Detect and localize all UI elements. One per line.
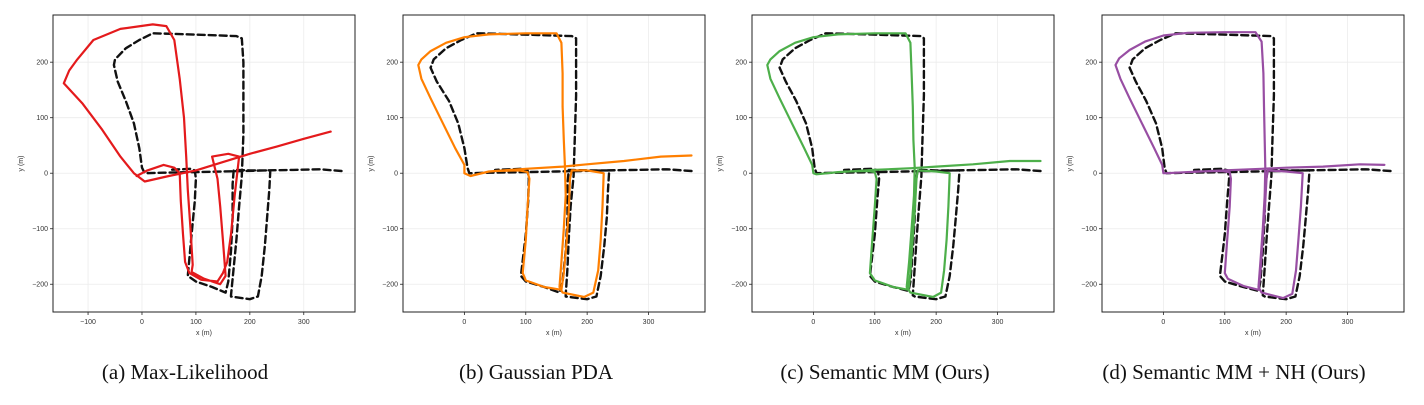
y-tick-label: 200	[735, 60, 747, 67]
x-tick-label: 100	[1219, 319, 1231, 326]
plot-frame	[751, 14, 1055, 313]
y-tick-label: 0	[44, 171, 48, 178]
y-tick-label: −100	[1081, 226, 1097, 233]
y-tick-label: 0	[1093, 171, 1097, 178]
y-tick-label: −200	[382, 282, 398, 289]
y-tick-label: 100	[36, 115, 48, 122]
x-axis-label: x (m)	[895, 330, 911, 337]
ground-truth-trajectory	[429, 32, 693, 301]
y-tick-label: −100	[32, 226, 48, 233]
x-tick-label: 200	[581, 319, 593, 326]
x-tick-label: 100	[190, 319, 202, 326]
trajectory-plot-3: 0 100 200 300 −200 −100 0 100 200 x (m) y (m)	[1067, 14, 1405, 337]
x-tick-label: 300	[992, 319, 1004, 326]
x-tick-label: 0	[462, 319, 466, 326]
ground-truth-trajectory	[1128, 32, 1392, 301]
estimate-trajectory	[766, 32, 1042, 299]
x-tick-label: −100	[80, 319, 96, 326]
x-tick-label: 0	[140, 319, 144, 326]
y-tick-label: −100	[382, 226, 398, 233]
x-tick-label: 300	[1342, 319, 1354, 326]
y-tick-label: 100	[735, 115, 747, 122]
y-tick-label: −200	[731, 282, 747, 289]
caption-gaussian-pda: (b) Gaussian PDA	[459, 360, 613, 384]
x-tick-label: 200	[1280, 319, 1292, 326]
y-tick-label: 200	[1085, 60, 1097, 67]
y-axis-label: y (m)	[18, 156, 25, 172]
x-tick-label: 200	[244, 319, 256, 326]
y-axis-label: y (m)	[1067, 156, 1074, 172]
caption-semantic-mm-nh: (d) Semantic MM + NH (Ours)	[1102, 360, 1366, 384]
trajectory-plot-1: 0 100 200 300 −200 −100 0 100 200 x (m) y (m)	[368, 14, 706, 337]
y-tick-label: 0	[394, 171, 398, 178]
x-tick-label: 300	[298, 319, 310, 326]
trajectory-plot-0: −100 0 100 200 300 −200 −100 0 100 200 x (m) y (m)	[18, 14, 356, 337]
ground-truth-trajectory	[778, 32, 1042, 301]
x-axis-label: x (m)	[1245, 330, 1261, 337]
y-tick-label: −200	[1081, 282, 1097, 289]
plot-frame	[52, 14, 356, 313]
x-tick-label: 100	[869, 319, 881, 326]
trajectory-plot-2: 0 100 200 300 −200 −100 0 100 200 x (m) y (m)	[717, 14, 1055, 337]
caption-semantic-mm: (c) Semantic MM (Ours)	[780, 360, 990, 384]
estimate-trajectory	[417, 32, 693, 299]
x-tick-label: 300	[643, 319, 655, 326]
y-axis-label: y (m)	[368, 156, 375, 172]
y-tick-label: 200	[386, 60, 398, 67]
estimate-trajectory	[62, 23, 332, 286]
y-axis-label: y (m)	[717, 156, 724, 172]
x-tick-label: 0	[1161, 319, 1165, 326]
x-axis-label: x (m)	[196, 330, 212, 337]
x-tick-label: 100	[520, 319, 532, 326]
x-tick-label: 0	[811, 319, 815, 326]
estimate-trajectory	[1114, 31, 1386, 300]
y-tick-label: 200	[36, 60, 48, 67]
y-tick-label: −200	[32, 282, 48, 289]
plot-frame	[402, 14, 706, 313]
y-tick-label: 100	[1085, 115, 1097, 122]
ground-truth-trajectory	[112, 32, 343, 301]
y-tick-label: −100	[731, 226, 747, 233]
y-tick-label: 0	[743, 171, 747, 178]
y-tick-label: 100	[386, 115, 398, 122]
x-axis-label: x (m)	[546, 330, 562, 337]
x-tick-label: 200	[930, 319, 942, 326]
caption-max-likelihood: (a) Max-Likelihood	[101, 360, 269, 384]
plot-frame	[1101, 14, 1405, 313]
